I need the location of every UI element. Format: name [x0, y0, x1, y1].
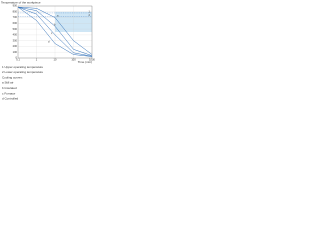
- y-tick-label: 900: [13, 4, 18, 8]
- y-tick-label: 100: [13, 50, 18, 54]
- y-tick-label: 400: [13, 33, 18, 37]
- series-line: [17, 6, 93, 55]
- y-tick-label: 600: [13, 21, 18, 25]
- x-axis-label: Time (min): [78, 60, 92, 64]
- series-line: [17, 6, 93, 56]
- plot-frame: [17, 5, 93, 59]
- series-label: b: [54, 22, 56, 26]
- note: Cooling curves:: [2, 75, 23, 79]
- x-tick-label: 10: [54, 58, 57, 62]
- y-tick-label: 500: [13, 27, 18, 31]
- series-label: c: [51, 32, 53, 35]
- y-tick-label: 0: [16, 56, 18, 60]
- y-tick-label: 800: [13, 9, 18, 13]
- page: Temperature of the workpiece Time (min) …: [0, 0, 320, 107]
- x-tick-label: 100: [71, 58, 76, 62]
- note: c Furnace: [2, 91, 16, 95]
- reference-label: 1: [89, 9, 91, 13]
- x-tick-label: 1: [36, 58, 38, 62]
- x-tick-label: 1000: [89, 58, 95, 62]
- chart: Temperature of the workpiece Time (min) …: [0, 0, 100, 107]
- y-tick-label: 200: [13, 44, 18, 48]
- series-line: [17, 6, 93, 57]
- series-label: a: [57, 15, 59, 18]
- series-line: [17, 6, 93, 57]
- note: 2 Lower operating temperature: [2, 70, 43, 74]
- reference-label: 2: [89, 13, 91, 17]
- series-label: d: [48, 40, 50, 44]
- note: d Controlled: [2, 97, 19, 101]
- note: 1 Upper operating temperature: [2, 65, 43, 69]
- chart-title: Temperature of the workpiece: [1, 0, 41, 4]
- note: b Insulated: [2, 86, 17, 90]
- y-tick-label: 700: [13, 15, 18, 19]
- y-tick-label: 300: [13, 38, 18, 42]
- x-tick-label: 0.1: [16, 58, 20, 62]
- note: a Still air: [2, 81, 14, 85]
